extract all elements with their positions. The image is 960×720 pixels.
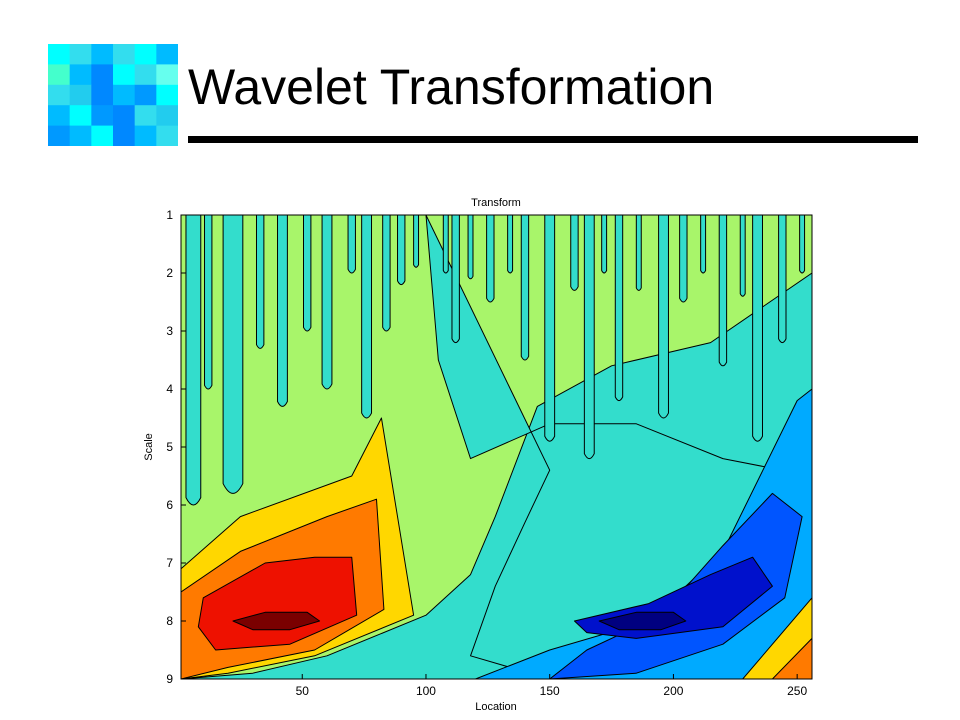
mosaic-cell xyxy=(113,84,136,106)
contour-finger-6 xyxy=(321,215,333,390)
mosaic-cell xyxy=(113,125,136,146)
mosaic-cell xyxy=(134,64,157,86)
x-tick-label: 100 xyxy=(416,684,436,698)
contour-finger-8 xyxy=(361,215,373,419)
mosaic-cell xyxy=(91,64,114,86)
y-tick-label: 5 xyxy=(166,440,173,454)
mosaic-cell xyxy=(69,44,92,65)
y-axis-label: Scale xyxy=(143,433,155,461)
contour-finger-20 xyxy=(583,215,595,460)
contour-region-4 xyxy=(197,556,358,651)
contour-regions xyxy=(181,215,812,679)
contour-finger-25 xyxy=(679,215,688,303)
contour-finger-28 xyxy=(739,215,746,297)
x-tick-label: 50 xyxy=(296,684,310,698)
contour-finger-10 xyxy=(397,215,406,286)
contour-region-9 xyxy=(598,611,687,631)
mosaic-cell xyxy=(48,64,71,86)
contour-finger-22 xyxy=(614,215,624,402)
mosaic-cell xyxy=(113,44,136,65)
y-tick-label: 9 xyxy=(166,672,173,686)
mosaic-cell xyxy=(134,84,157,106)
contour-finger-18 xyxy=(544,215,556,442)
contour-finger-1 xyxy=(204,215,213,390)
y-tick-label: 3 xyxy=(166,324,173,338)
chart-title: Transform xyxy=(471,197,521,209)
mosaic-cell xyxy=(156,84,178,106)
contour-finger-2 xyxy=(222,215,244,494)
y-tick-label: 6 xyxy=(166,498,173,512)
mosaic-cell xyxy=(91,44,114,65)
contour-finger-13 xyxy=(451,215,460,344)
y-tick-label: 8 xyxy=(166,614,173,628)
x-tick-label: 250 xyxy=(787,684,807,698)
contour-finger-26 xyxy=(700,215,707,274)
title-rule xyxy=(188,136,918,143)
contour-finger-9 xyxy=(382,215,391,332)
contour-finger-30 xyxy=(778,215,787,344)
contour-finger-12 xyxy=(442,215,449,274)
contour-region-11 xyxy=(771,637,812,679)
mosaic-cell xyxy=(113,105,136,127)
mosaic-cell xyxy=(113,64,136,86)
mosaic-cell xyxy=(48,44,71,65)
contour-finger-21 xyxy=(601,215,608,274)
contour-finger-14 xyxy=(467,215,474,280)
mosaic-cell xyxy=(69,105,92,127)
mosaic-cell xyxy=(91,125,114,146)
contour-finger-23 xyxy=(635,215,642,291)
contour-finger-3 xyxy=(255,215,265,349)
contour-finger-5 xyxy=(303,215,312,332)
mosaic-cell xyxy=(134,105,157,127)
contour-finger-17 xyxy=(520,215,530,361)
contour-finger-27 xyxy=(718,215,728,367)
contour-finger-4 xyxy=(277,215,288,407)
mosaic-cell xyxy=(134,125,157,146)
contour-fingers xyxy=(185,215,806,506)
y-tick-label: 4 xyxy=(166,382,173,396)
x-axis-label: Location xyxy=(475,701,517,713)
mosaic-cell xyxy=(156,64,178,86)
mosaic-cell xyxy=(48,125,71,146)
mosaic-cell xyxy=(156,125,178,146)
mosaic-cell xyxy=(48,84,71,106)
x-tick-label: 200 xyxy=(663,684,683,698)
contour-finger-29 xyxy=(752,215,763,442)
mosaic-cell xyxy=(91,105,114,127)
mosaic-cell xyxy=(48,105,71,127)
mosaic-cells xyxy=(48,44,178,146)
mosaic-cell xyxy=(69,125,92,146)
contour-finger-11 xyxy=(413,215,420,268)
axis-ticks: 50 100 150 200 250 1 2 3 4 5 6 7 8 9 xyxy=(166,208,807,698)
y-tick-label: 2 xyxy=(166,266,173,280)
mosaic-cell xyxy=(69,84,92,106)
y-tick-label: 7 xyxy=(166,556,173,570)
mosaic-cell xyxy=(91,84,114,106)
x-tick-label: 150 xyxy=(540,684,560,698)
contour-finger-0 xyxy=(185,215,202,506)
contour-finger-15 xyxy=(486,215,495,303)
mosaic-cell xyxy=(156,44,178,65)
contour-finger-19 xyxy=(570,215,579,291)
y-tick-label: 1 xyxy=(166,208,173,222)
mosaic-cell xyxy=(156,105,178,127)
contour-finger-7 xyxy=(347,215,356,274)
mosaic-cell xyxy=(69,64,92,86)
logo-mosaic xyxy=(48,44,178,146)
contour-finger-24 xyxy=(658,215,669,419)
slide-title: Wavelet Transformation xyxy=(188,59,715,115)
mosaic-cell xyxy=(134,44,157,65)
contour-finger-16 xyxy=(507,215,514,274)
contour-region-5 xyxy=(232,611,321,631)
contour-finger-31 xyxy=(799,215,806,274)
